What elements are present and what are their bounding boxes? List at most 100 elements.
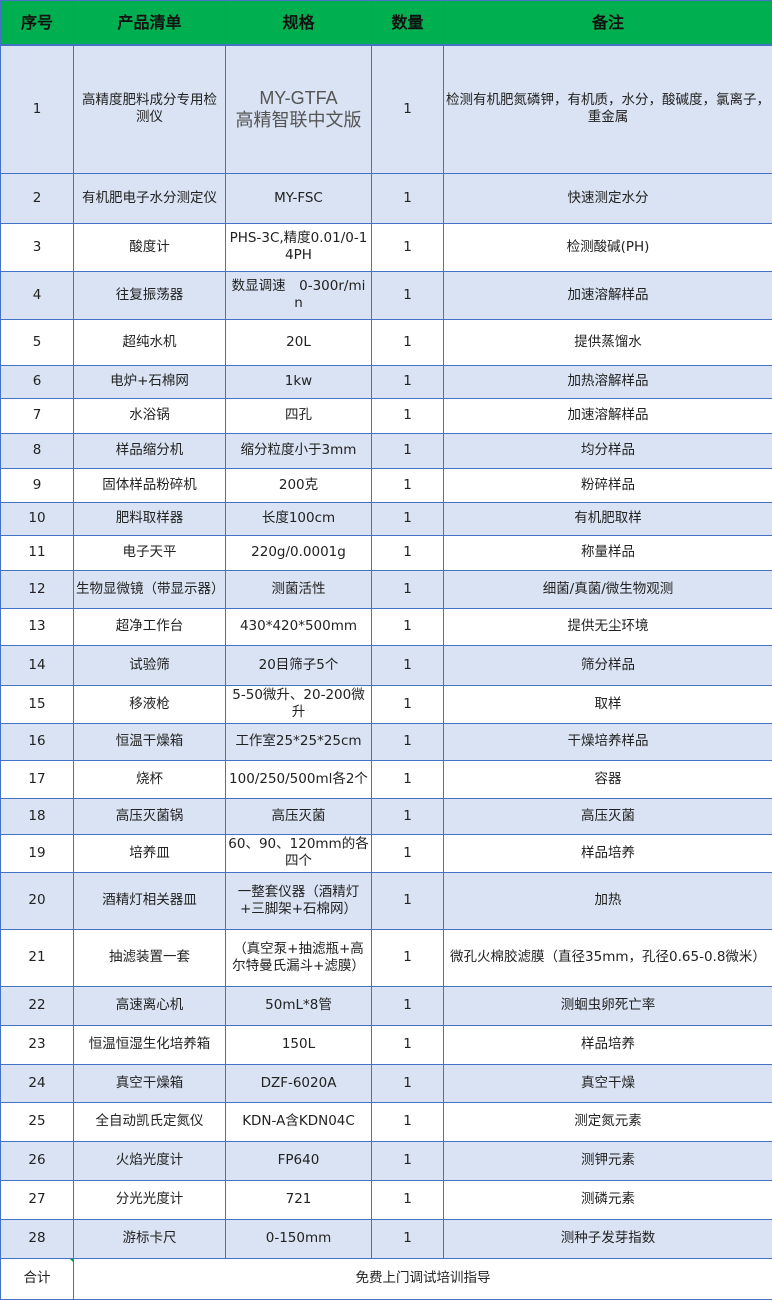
cell-no: 10 <box>1 502 74 535</box>
cell-name: 火焰光度计 <box>74 1141 226 1180</box>
cell-qty: 1 <box>372 1102 444 1141</box>
total-row: 合计 免费上门调试培训指导 <box>1 1258 772 1299</box>
header-qty: 数量 <box>372 1 444 46</box>
cell-note: 加速溶解样品 <box>444 271 772 319</box>
cell-qty: 1 <box>372 173 444 223</box>
cell-name: 移液枪 <box>74 685 226 723</box>
cell-qty: 1 <box>372 929 444 986</box>
cell-spec: 高压灭菌 <box>226 798 372 834</box>
cell-spec: 缩分粒度小于3mm <box>226 433 372 468</box>
cell-no: 22 <box>1 986 74 1025</box>
cell-name: 酒精灯相关器皿 <box>74 872 226 929</box>
cell-name: 培养皿 <box>74 834 226 872</box>
cell-note: 测蛔虫卵死亡率 <box>444 986 772 1025</box>
cell-spec: 50mL*8管 <box>226 986 372 1025</box>
cell-note: 测定氮元素 <box>444 1102 772 1141</box>
cell-no: 24 <box>1 1064 74 1102</box>
cell-spec: 20目筛子5个 <box>226 645 372 685</box>
cell-spec: PHS-3C,精度0.01/0-14PH <box>226 223 372 271</box>
cell-note: 容器 <box>444 760 772 798</box>
cell-qty: 1 <box>372 760 444 798</box>
cell-note: 快速测定水分 <box>444 173 772 223</box>
comment-marker <box>69 1258 74 1263</box>
cell-name: 高精度肥料成分专用检测仪 <box>74 45 226 173</box>
cell-note: 有机肥取样 <box>444 502 772 535</box>
header-spec: 规格 <box>226 1 372 46</box>
cell-name: 电炉+石棉网 <box>74 365 226 398</box>
cell-no: 27 <box>1 1180 74 1219</box>
cell-no: 23 <box>1 1025 74 1064</box>
cell-spec: FP640 <box>226 1141 372 1180</box>
cell-spec: 测菌活性 <box>226 570 372 608</box>
cell-note: 提供蒸馏水 <box>444 319 772 365</box>
cell-name: 抽滤装置一套 <box>74 929 226 986</box>
cell-no: 16 <box>1 723 74 760</box>
cell-name: 高压灭菌锅 <box>74 798 226 834</box>
cell-name: 肥料取样器 <box>74 502 226 535</box>
cell-qty: 1 <box>372 502 444 535</box>
cell-spec: 长度100cm <box>226 502 372 535</box>
cell-note: 微孔火棉胶滤膜（直径35mm，孔径0.65-0.8微米） <box>444 929 772 986</box>
cell-name: 试验筛 <box>74 645 226 685</box>
cell-no: 17 <box>1 760 74 798</box>
cell-name: 高速离心机 <box>74 986 226 1025</box>
cell-note: 测种子发芽指数 <box>444 1219 772 1258</box>
cell-name: 生物显微镜（带显示器） <box>74 570 226 608</box>
cell-spec: 数显调速 0-300r/min <box>226 271 372 319</box>
cell-no: 7 <box>1 398 74 433</box>
cell-note: 检测有机肥氮磷钾，有机质，水分，酸碱度，氯离子，重金属 <box>444 45 772 173</box>
cell-no: 25 <box>1 1102 74 1141</box>
cell-note: 干燥培养样品 <box>444 723 772 760</box>
cell-name: 电子天平 <box>74 535 226 570</box>
total-label: 合计 <box>1 1258 74 1299</box>
cell-qty: 1 <box>372 45 444 173</box>
cell-qty: 1 <box>372 271 444 319</box>
cell-spec: MY-GTFA 高精智联中文版 <box>226 45 372 173</box>
cell-name: 全自动凯氏定氮仪 <box>74 1102 226 1141</box>
cell-note: 细菌/真菌/微生物观测 <box>444 570 772 608</box>
cell-spec: 721 <box>226 1180 372 1219</box>
cell-qty: 1 <box>372 365 444 398</box>
cell-spec: 60、90、120mm的各四个 <box>226 834 372 872</box>
header-note: 备注 <box>444 1 772 46</box>
cell-name: 恒温干燥箱 <box>74 723 226 760</box>
cell-name: 烧杯 <box>74 760 226 798</box>
cell-qty: 1 <box>372 319 444 365</box>
cell-note: 粉碎样品 <box>444 468 772 502</box>
cell-note: 样品培养 <box>444 1025 772 1064</box>
cell-name: 超净工作台 <box>74 608 226 645</box>
cell-no: 14 <box>1 645 74 685</box>
cell-spec: 0-150mm <box>226 1219 372 1258</box>
cell-note: 加热溶解样品 <box>444 365 772 398</box>
cell-spec: 220g/0.0001g <box>226 535 372 570</box>
cell-note: 加热 <box>444 872 772 929</box>
cell-no: 21 <box>1 929 74 986</box>
cell-note: 筛分样品 <box>444 645 772 685</box>
cell-note: 真空干燥 <box>444 1064 772 1102</box>
cell-spec: 200克 <box>226 468 372 502</box>
cell-spec: 1kw <box>226 365 372 398</box>
cell-no: 19 <box>1 834 74 872</box>
cell-no: 9 <box>1 468 74 502</box>
cell-spec: 150L <box>226 1025 372 1064</box>
cell-spec: 工作室25*25*25cm <box>226 723 372 760</box>
cell-no: 5 <box>1 319 74 365</box>
cell-qty: 1 <box>372 433 444 468</box>
cell-spec: 5-50微升、20-200微升 <box>226 685 372 723</box>
cell-no: 13 <box>1 608 74 645</box>
